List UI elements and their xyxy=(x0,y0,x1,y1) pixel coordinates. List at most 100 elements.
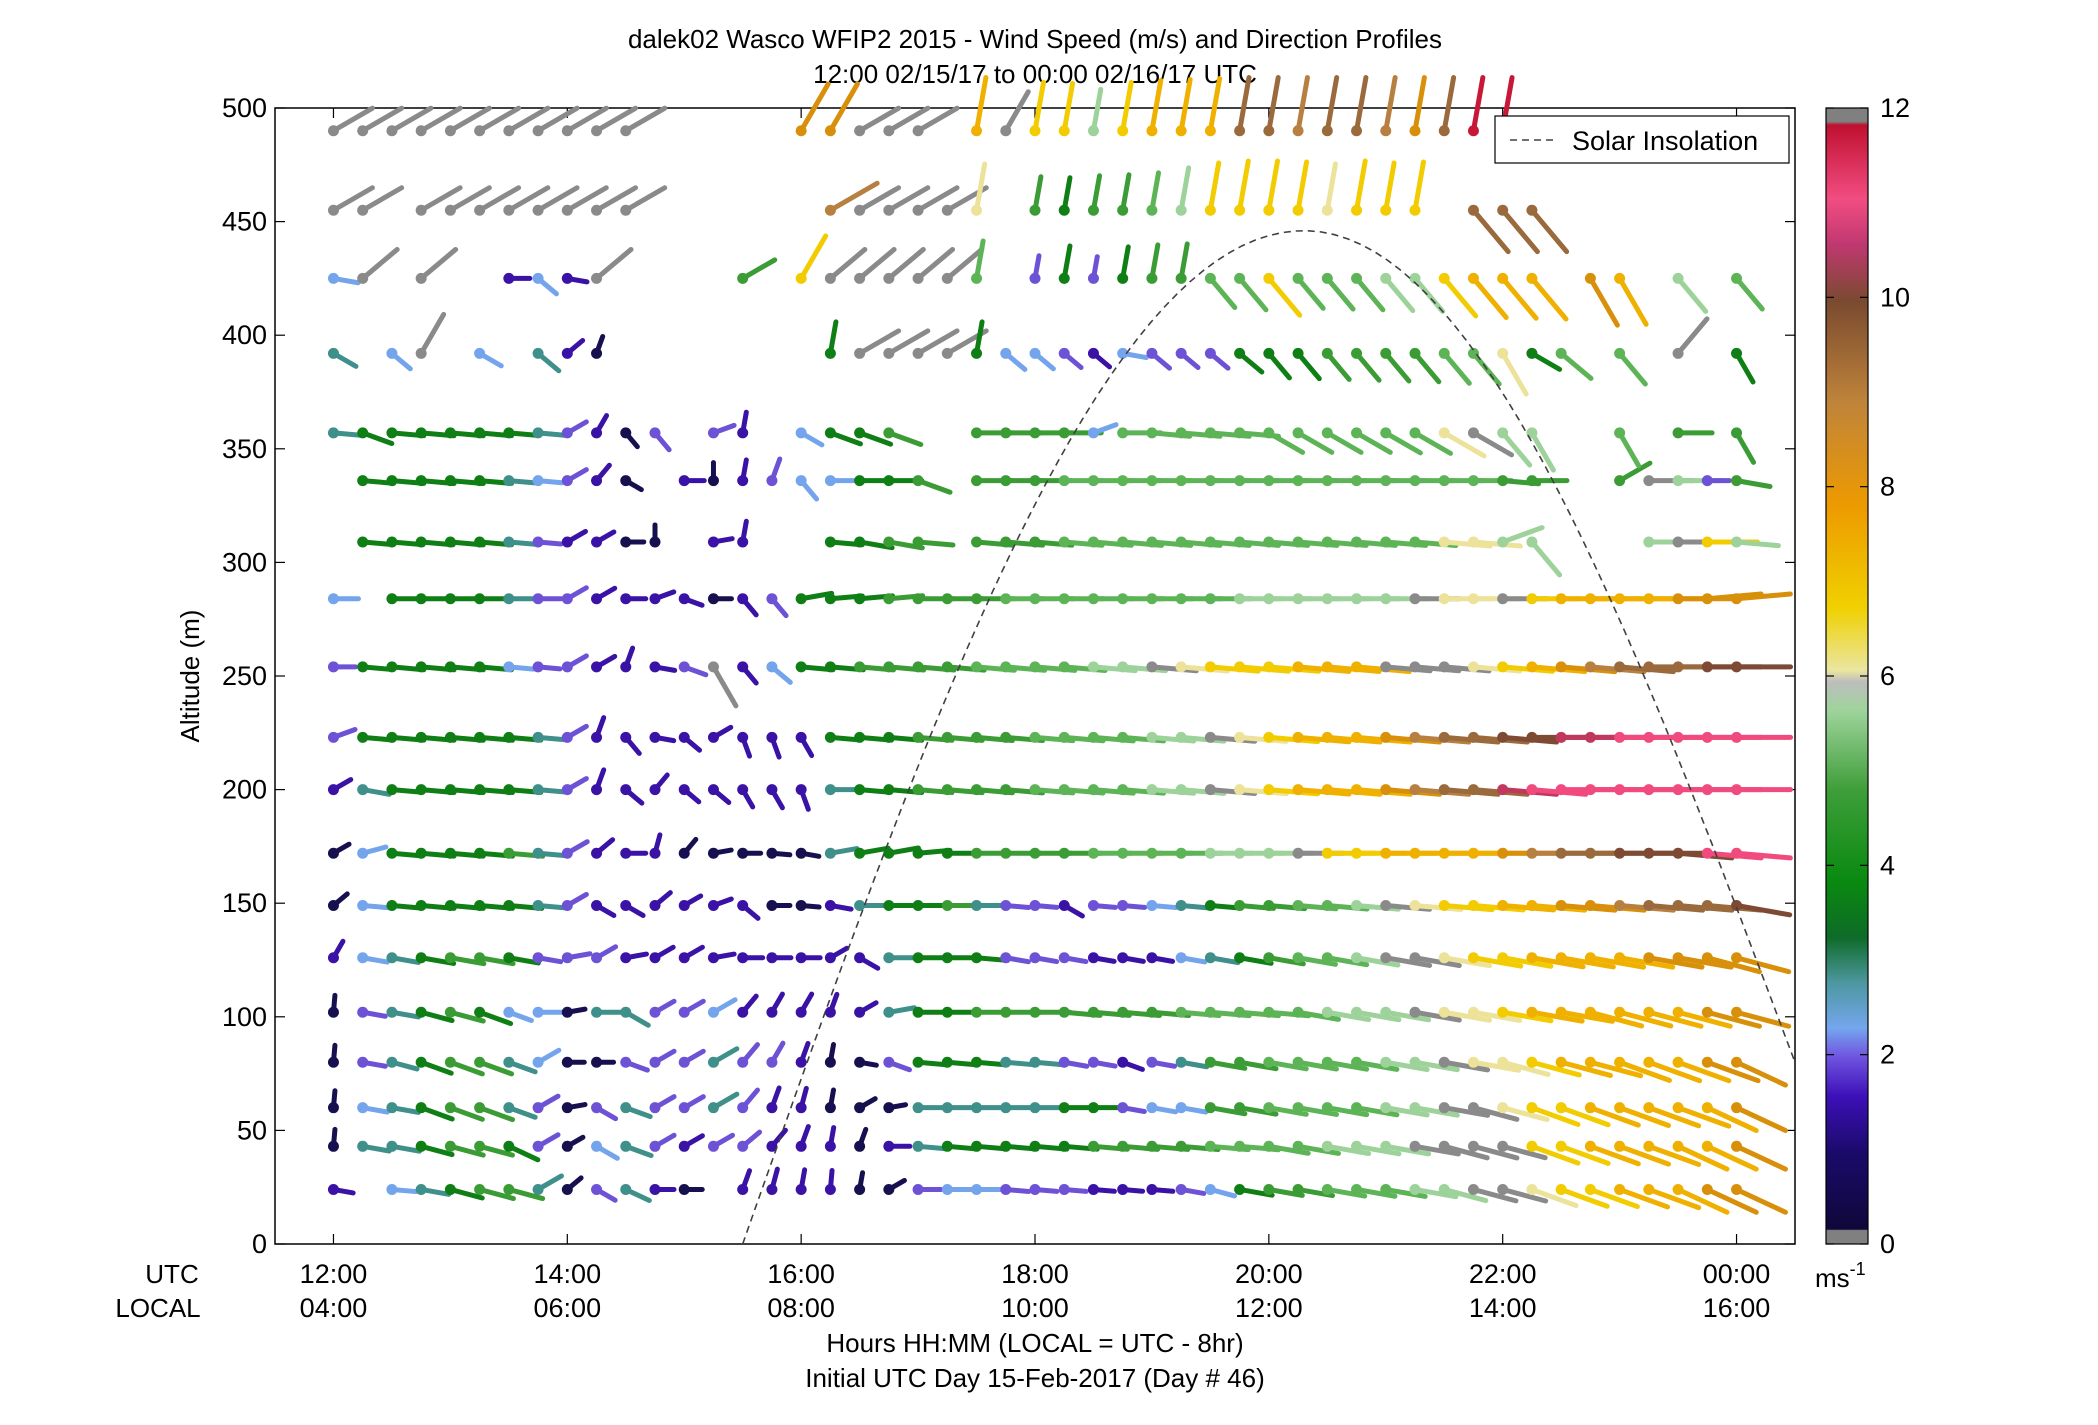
barb-shaft xyxy=(915,539,956,548)
barb-dot xyxy=(1146,784,1158,796)
barb-shaft xyxy=(1470,1059,1522,1073)
barb-dot xyxy=(1292,899,1304,911)
barb-dot xyxy=(1321,1140,1333,1152)
barb-dot xyxy=(444,1140,456,1152)
wind-barb xyxy=(386,1140,422,1154)
barb-shaft xyxy=(506,105,551,134)
barb-dot xyxy=(1497,1140,1509,1152)
barb-dot xyxy=(1234,1056,1246,1068)
wind-barb xyxy=(1731,661,1794,673)
wind-barb xyxy=(444,185,492,216)
barb-dot xyxy=(854,475,866,487)
barb-dot xyxy=(766,661,778,673)
wind-barb xyxy=(795,731,815,759)
wind-barb xyxy=(1380,1006,1432,1023)
barb-dot xyxy=(1672,1102,1684,1114)
wind-barb xyxy=(824,1125,837,1152)
barb-dot xyxy=(1000,347,1012,359)
barb-dot xyxy=(561,899,573,911)
wind-barb xyxy=(1146,899,1179,911)
barb-dot xyxy=(1380,536,1392,548)
barb-dot xyxy=(503,125,515,137)
wind-barb xyxy=(1029,1056,1065,1068)
wind-barb xyxy=(1526,427,1556,473)
barb-shaft xyxy=(1734,478,1773,490)
barb-dot xyxy=(883,952,895,964)
wind-barb xyxy=(854,105,902,137)
barb-dot xyxy=(1234,204,1246,216)
barb-shaft xyxy=(974,75,989,134)
barb-dot xyxy=(1058,475,1070,487)
barb-dot xyxy=(561,593,573,605)
barb-dot xyxy=(1292,427,1304,439)
barb-shaft xyxy=(1470,1009,1523,1023)
barb-shaft xyxy=(1500,1105,1550,1123)
barb-dot xyxy=(1175,731,1187,743)
barb-dot xyxy=(386,125,398,137)
wind-barb xyxy=(649,998,677,1018)
barb-shaft xyxy=(1412,159,1427,213)
wind-barb xyxy=(766,1040,786,1068)
wind-barb xyxy=(415,246,459,284)
barb-dot xyxy=(1087,731,1099,743)
barb-dot xyxy=(1204,347,1216,359)
barb-dot xyxy=(1204,661,1216,673)
barb-dot xyxy=(971,593,983,605)
barb-dot xyxy=(386,536,398,548)
wind-barb xyxy=(532,475,565,487)
wind-barb xyxy=(1087,347,1113,370)
wind-barb xyxy=(854,185,902,216)
barb-dot xyxy=(912,1183,924,1195)
barb-dot xyxy=(620,125,632,137)
barb-dot xyxy=(591,661,603,673)
barb-dot xyxy=(1029,593,1041,605)
barb-dot xyxy=(1672,536,1684,548)
wind-barb xyxy=(1380,75,1398,137)
barb-shaft xyxy=(1237,787,1289,797)
wind-barb xyxy=(1731,1140,1788,1172)
barb-dot xyxy=(1467,731,1479,743)
barb-dot xyxy=(1146,272,1158,284)
barb-dot xyxy=(1000,125,1012,137)
barb-dot xyxy=(854,272,866,284)
barb-dot xyxy=(1029,204,1041,216)
wind-barb xyxy=(1087,254,1100,284)
barb-dot xyxy=(1117,475,1129,487)
barb-shaft xyxy=(1470,207,1511,255)
barb-dot xyxy=(357,1102,369,1114)
wind-barb xyxy=(444,105,492,137)
barb-dot xyxy=(707,427,719,439)
barb-shaft xyxy=(1734,430,1757,465)
barb-dot xyxy=(1467,272,1479,284)
barb-dot xyxy=(678,1102,690,1114)
wind-barb xyxy=(707,997,738,1018)
wind-barb xyxy=(1526,1140,1581,1166)
wind-barb xyxy=(327,661,358,673)
wind-barb xyxy=(766,1166,780,1195)
barb-dot xyxy=(1467,1102,1479,1114)
wind-barb xyxy=(707,460,719,487)
barb-dot xyxy=(1087,847,1099,859)
barb-dot xyxy=(912,593,924,605)
barb-dot xyxy=(1146,475,1158,487)
barb-dot xyxy=(737,427,749,439)
wind-barb xyxy=(1584,272,1620,328)
barb-shaft xyxy=(1558,1186,1610,1209)
barb-dot xyxy=(1234,347,1246,359)
barb-shaft xyxy=(1675,1059,1732,1084)
wind-barb xyxy=(1263,158,1281,216)
barb-dot xyxy=(1731,593,1743,605)
barb-shaft xyxy=(1441,430,1487,459)
barb-dot xyxy=(1584,661,1596,673)
barb-shaft xyxy=(1500,1143,1548,1161)
barb-dot xyxy=(1380,661,1392,673)
wind-barb xyxy=(1555,1056,1613,1078)
barb-dot xyxy=(1643,952,1655,964)
wind-barb xyxy=(532,1173,564,1195)
barb-shaft xyxy=(418,185,463,213)
barb-dot xyxy=(1263,427,1275,439)
wind-barb xyxy=(912,1183,944,1195)
barb-dot xyxy=(1731,1102,1743,1114)
wind-barb xyxy=(1380,272,1416,314)
wind-barb xyxy=(1263,1102,1309,1117)
